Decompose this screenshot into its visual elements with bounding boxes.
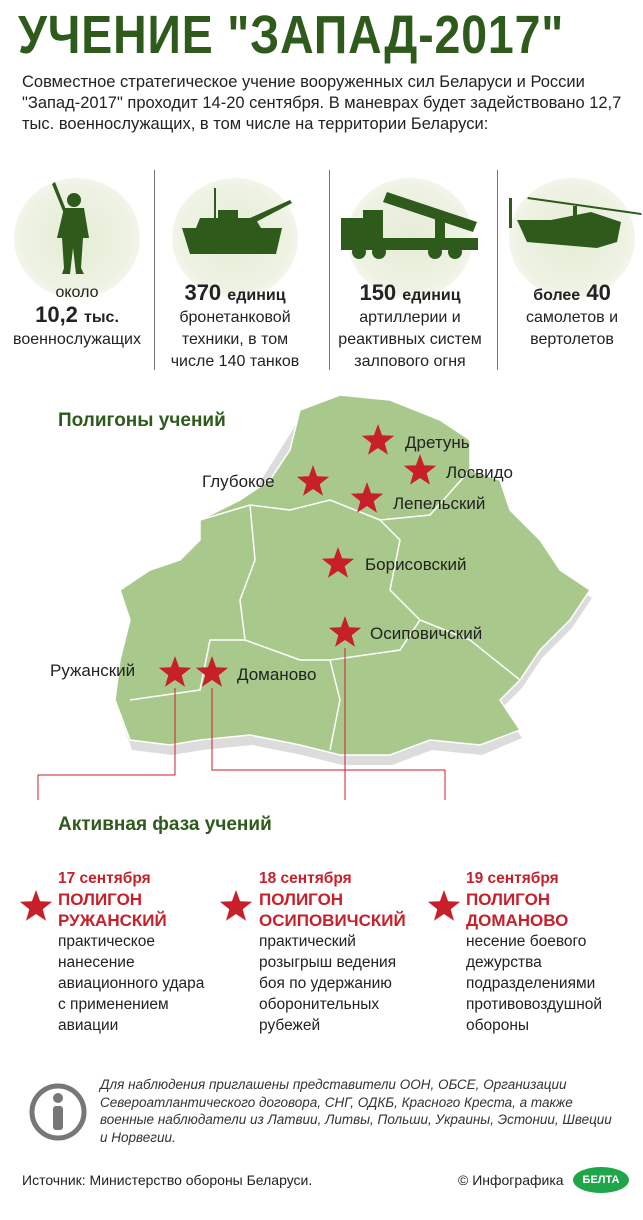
- stat-value: 150: [359, 280, 397, 305]
- stat-unit: единиц: [227, 287, 286, 304]
- observers-note: Для наблюдения приглашены представители …: [100, 1077, 612, 1145]
- stat-prefix: около: [55, 284, 99, 301]
- connector-lines: [37, 648, 446, 800]
- tank-icon: [182, 188, 292, 254]
- site-label-lepelsky: Лепельский: [393, 494, 486, 513]
- site-label-ruzhansky: Ружанский: [50, 661, 136, 680]
- stat-artillery: 150 единиц артиллерии и реактивных систем…: [335, 170, 485, 375]
- site-label-dretun: Дретунь: [405, 433, 470, 452]
- phase-text: практическое нанесение авиационного удар…: [58, 933, 205, 1034]
- stat-value: 40: [586, 280, 611, 305]
- star-marker-icon: [350, 482, 384, 513]
- region-borders: [129, 469, 521, 751]
- map-heading: Полигоны учений: [58, 410, 226, 431]
- phase-card-2: 18 сентября ПОЛИГОН ОСИПОВИЧСКИЙ практич…: [259, 868, 439, 1036]
- star-marker-icon: [296, 465, 330, 496]
- phase-card-1: 17 сентября ПОЛИГОН РУЖАНСКИЙ практическ…: [58, 868, 233, 1036]
- stat-soldiers: около 10,2 тыс. военнослужащих: [2, 170, 152, 375]
- map-land: [114, 394, 592, 756]
- soldier-icon: [52, 182, 89, 274]
- stat-value: 10,2: [35, 302, 78, 327]
- belta-logo: БЕЛТА: [573, 1167, 629, 1193]
- stat-unit: тыс.: [84, 309, 119, 326]
- helicopter-icon: [509, 197, 642, 248]
- star-marker-icon: [158, 656, 192, 687]
- phase-text: практический розыгрыш ведения боя по уде…: [259, 933, 397, 1034]
- credit-text: © Инфографика: [458, 1172, 564, 1188]
- star-marker-icon: [403, 454, 437, 485]
- phase-place: ПОЛИГОН ОСИПОВИЧСКИЙ: [259, 890, 406, 930]
- site-label-osipovichsky: Осиповичский: [370, 624, 483, 643]
- divider: [329, 170, 330, 370]
- site-label-glubokoe: Глубокое: [202, 472, 275, 491]
- star-marker-icon: [219, 890, 253, 921]
- divider: [497, 170, 498, 370]
- intro-text: Совместное стратегическое учение вооруже…: [22, 73, 622, 133]
- source-text: Источник: Министерство обороны Беларуси.: [22, 1172, 313, 1188]
- stat-label: бронетанковой техники, в том числе 140 т…: [170, 309, 300, 370]
- star-marker-icon: [195, 656, 229, 687]
- stat-unit: единиц: [402, 287, 461, 304]
- info-icon: [29, 1083, 87, 1141]
- belarus-map: [37, 394, 592, 800]
- phase-card-3: 19 сентября ПОЛИГОН ДОМАНОВО несение бое…: [466, 868, 636, 1036]
- stat-armor: 370 единиц бронетанковой техники, в том ч…: [160, 170, 310, 375]
- phase-place: ПОЛИГОН РУЖАНСКИЙ: [58, 890, 167, 930]
- star-marker-icon: [321, 547, 355, 578]
- site-label-domanovo: Доманово: [237, 665, 317, 684]
- star-marker-icon: [361, 424, 395, 455]
- phase-heading: Активная фаза учений: [58, 814, 272, 835]
- stat-value: 370: [184, 280, 222, 305]
- rocket-launcher-icon: [341, 192, 478, 259]
- phase-text: несение боевого дежурства подразделениям…: [466, 933, 603, 1034]
- star-marker-icon: [328, 616, 362, 647]
- site-label-borisovsky: Борисовский: [365, 555, 467, 574]
- phase-date: 17 сентября: [58, 870, 151, 887]
- logo-text: БЕЛТА: [582, 1174, 620, 1186]
- stat-aircraft: более 40 самолетов и вертолетов: [497, 170, 643, 375]
- phase-date: 19 сентября: [466, 870, 559, 887]
- page-title: УЧЕНИЕ "ЗАПАД-2017": [18, 5, 565, 65]
- phase-date: 18 сентября: [259, 870, 352, 887]
- stat-prefix: более: [533, 287, 581, 304]
- star-marker-icon: [19, 890, 53, 921]
- stat-label: самолетов и вертолетов: [525, 309, 619, 348]
- divider: [154, 170, 155, 370]
- star-marker-icon: [427, 890, 461, 921]
- phase-place: ПОЛИГОН ДОМАНОВО: [466, 890, 569, 930]
- stat-label: артиллерии и реактивных систем залпового…: [338, 309, 482, 370]
- site-label-losvido: Лосвидо: [446, 463, 514, 482]
- stat-label: военнослужащих: [13, 331, 141, 348]
